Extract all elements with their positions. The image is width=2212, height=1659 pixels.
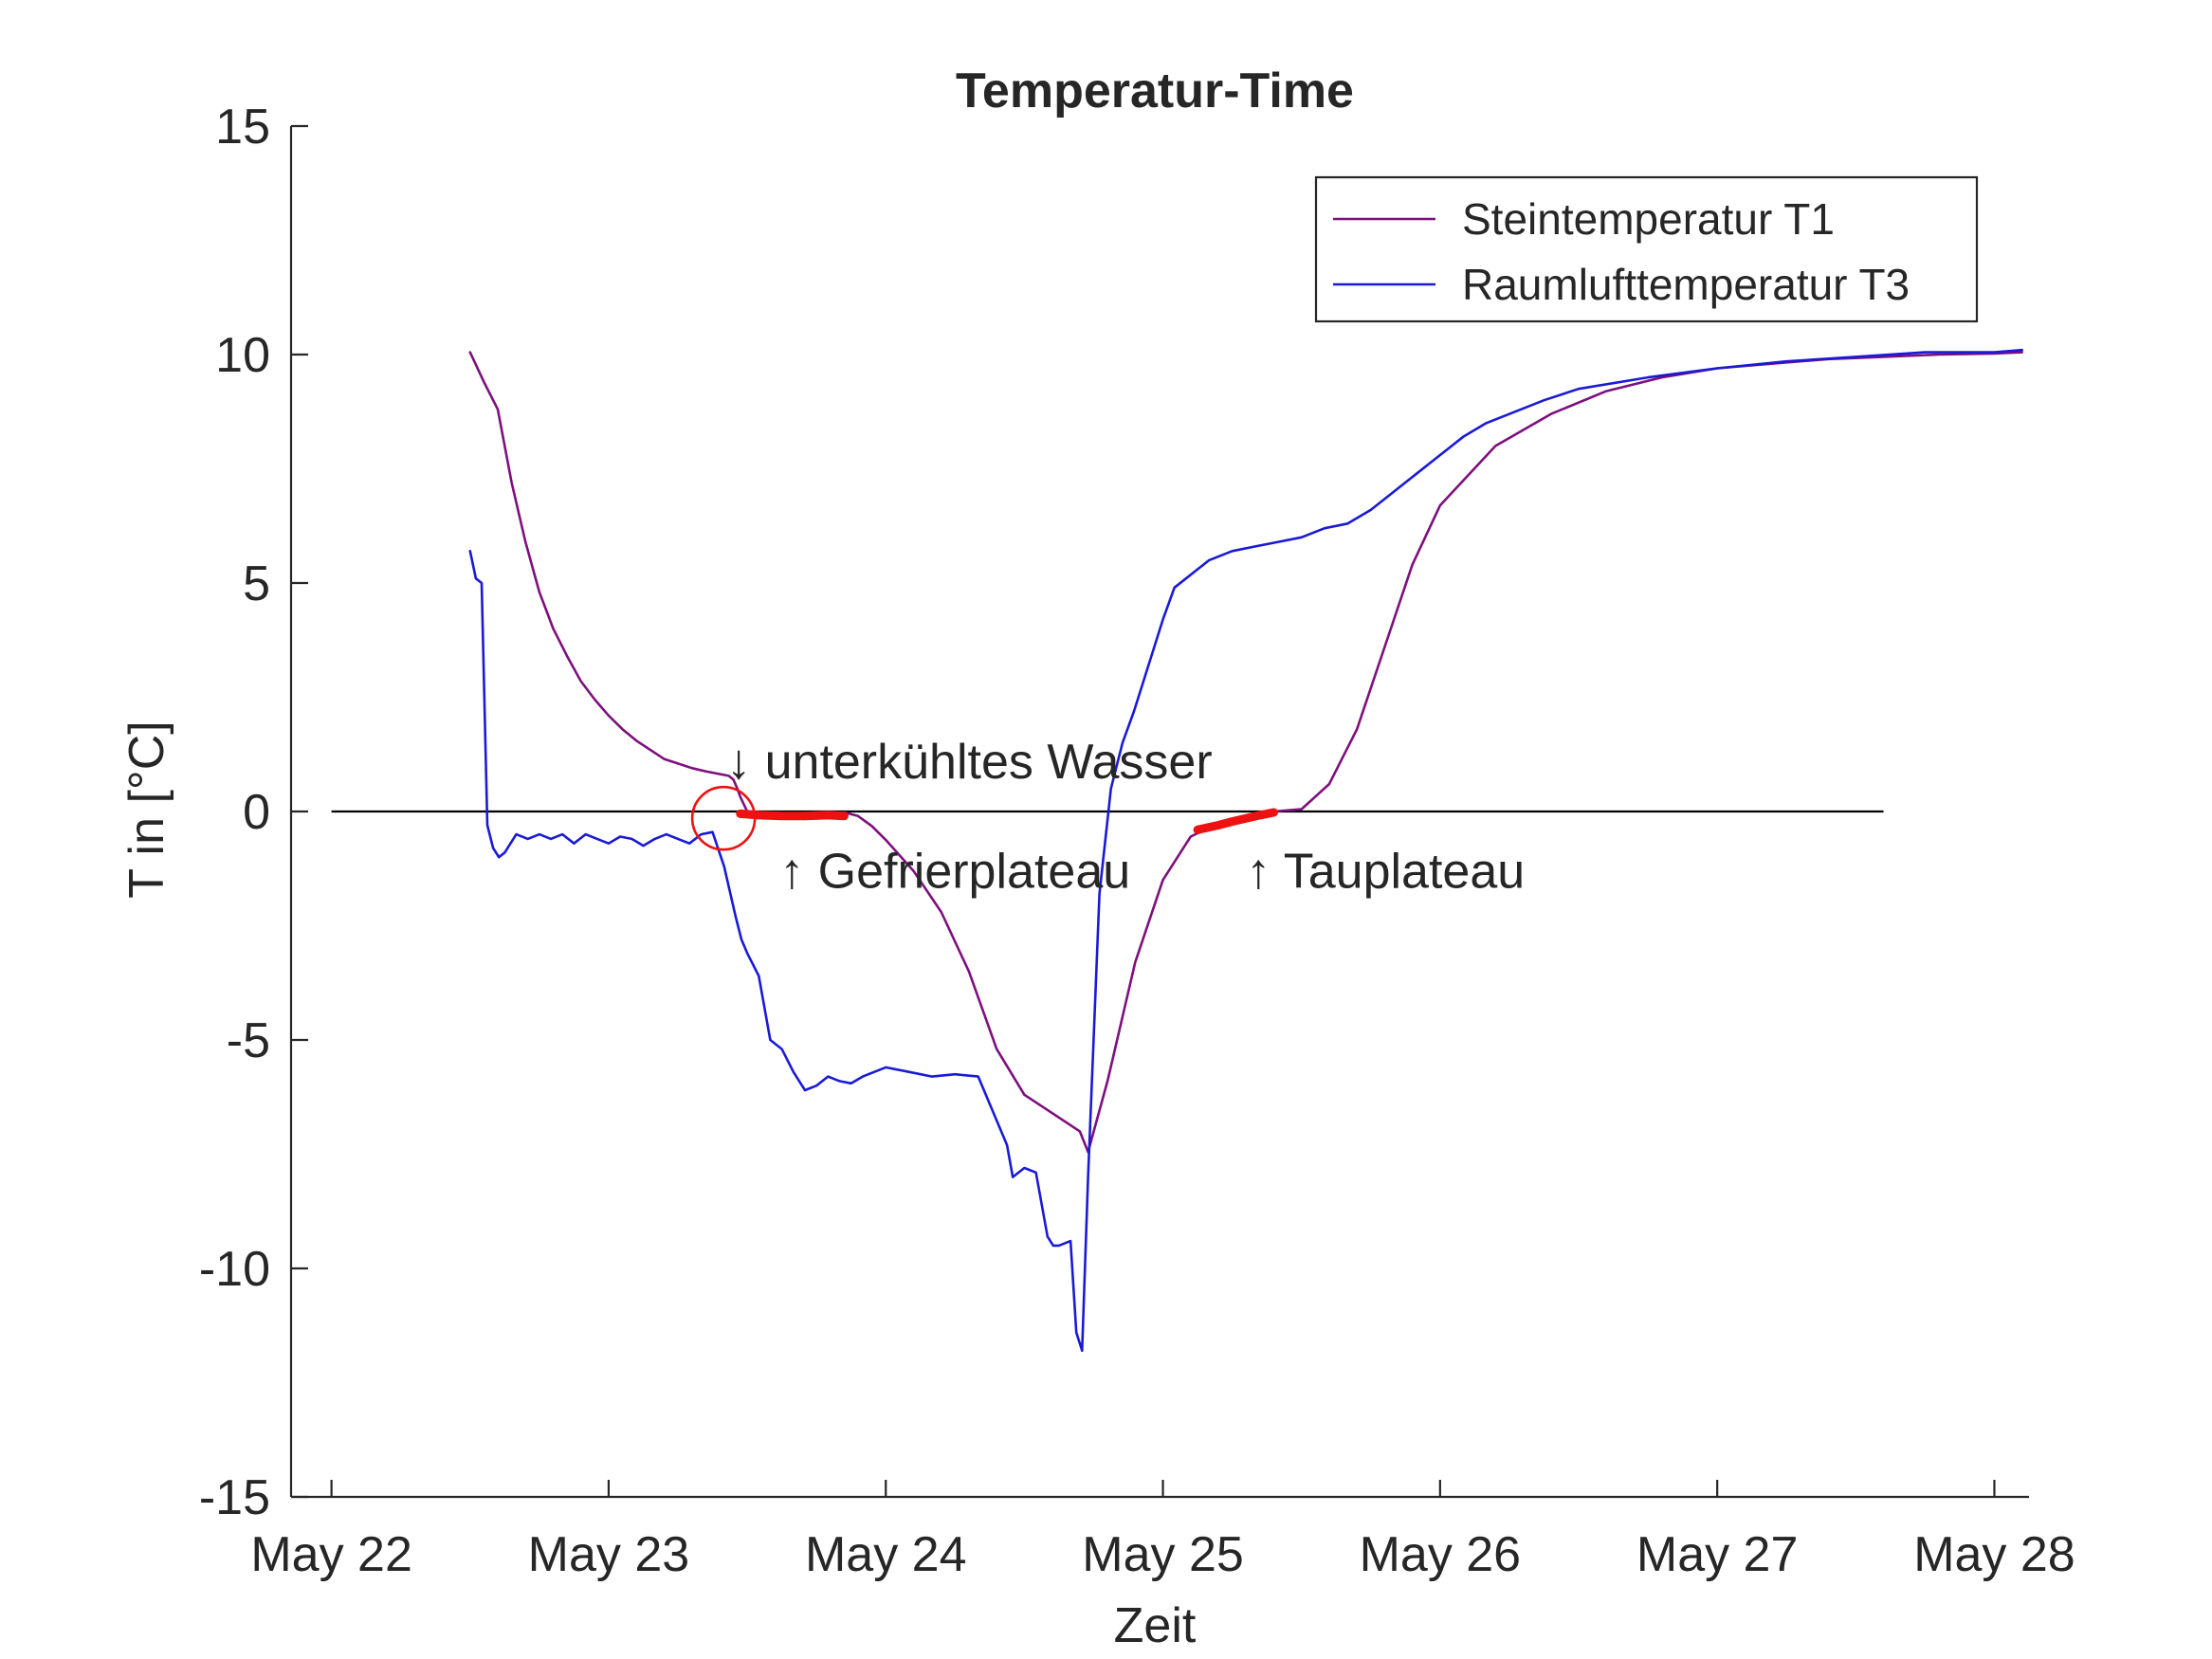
x-tick-label: May 24 [805,1527,967,1582]
y-tick-label: -15 [199,1470,270,1525]
x-tick-label: May 22 [250,1527,412,1582]
y-tick-label: -10 [199,1242,270,1297]
y-tick-label: 10 [215,328,270,383]
y-tick-label: 5 [243,556,270,611]
y-tick-label: -5 [227,1013,270,1068]
supercooling-circle-marker [690,785,757,851]
plot-area: ↓ unterkühltes Wasser ↑ Gefrierplateau ↑ T… [331,348,2023,1353]
legend-entry-label: Steintemperatur T1 [1462,194,1835,244]
x-tick-label: May 25 [1082,1527,1244,1582]
y-tick-label: 0 [243,785,270,840]
x-axis-label: Zeit [1114,1598,1197,1653]
x-tick-label: May 28 [1913,1527,2075,1582]
axes: -15 -10 -5 0 5 10 15 May 22 May 23 May 24 May 25 Ma… [199,100,2075,1582]
series-line-raumlufttemperatur-t3 [468,348,2023,1353]
annotation-gefrierplateau: ↑ Gefrierplateau [779,845,1130,900]
legend-box [1314,175,1979,323]
legend-entry-label: Raumlufttemperatur T3 [1462,260,1910,309]
x-tick-label: May 23 [528,1527,690,1582]
x-tick-label: May 27 [1636,1527,1799,1582]
annotation-unterkuehltes-wasser: ↓ unterkühltes Wasser [726,735,1212,790]
chart-title: Temperatur-Time [956,64,1354,118]
highlight-tauplateau [1193,808,1278,834]
annotation-tauplateau: ↑ Tauplateau [1246,845,1525,900]
y-tick-label: 15 [215,100,270,155]
x-tick-label: May 26 [1360,1527,1522,1582]
y-axis-label: T in [°C] [119,720,174,898]
legend: Steintemperatur T1 Raumlufttemperatur T3 [1314,175,1979,323]
series-line-steintemperatur-t1 [468,351,2023,1154]
